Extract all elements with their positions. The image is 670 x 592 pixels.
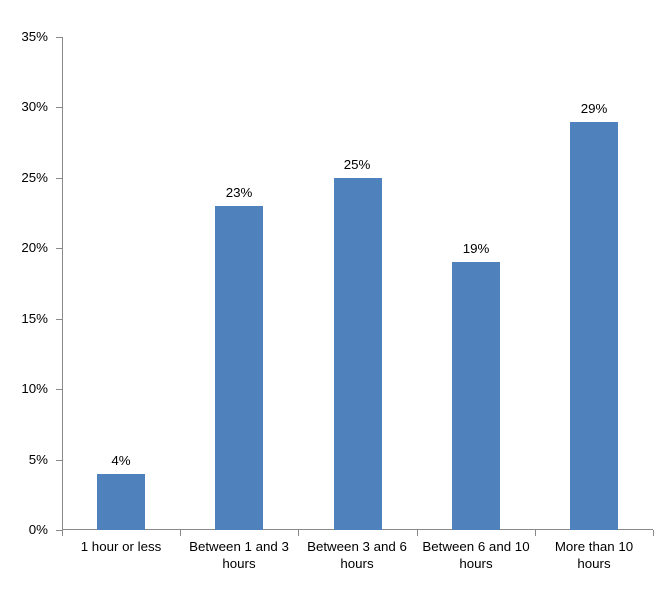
bar-value-label: 19%	[462, 241, 490, 256]
x-axis-tick-mark	[298, 530, 299, 536]
x-axis-tick-mark	[62, 530, 63, 536]
bar-value-label: 4%	[111, 453, 131, 468]
y-axis-tick-label: 10%	[21, 381, 48, 396]
y-axis-tick-label: 35%	[21, 29, 48, 44]
y-axis-tick-label: 5%	[28, 452, 48, 467]
bar-3	[334, 178, 382, 530]
y-axis-tick-mark	[56, 37, 62, 38]
bar-value-label: 29%	[580, 101, 608, 116]
y-axis-tick-mark	[56, 178, 62, 179]
x-axis-tick-mark	[180, 530, 181, 536]
bar-5	[570, 122, 618, 530]
bar-4	[452, 262, 500, 530]
bar-1	[97, 474, 145, 530]
x-axis-tick-mark	[417, 530, 418, 536]
bar-2	[215, 206, 263, 530]
y-axis-tick-label: 0%	[28, 522, 48, 537]
bar-value-label: 25%	[343, 157, 371, 172]
x-axis-category-label: Between 6 and 10 hours	[422, 539, 530, 571]
y-axis-tick-mark	[56, 107, 62, 108]
x-axis-category-label: 1 hour or less	[80, 539, 162, 554]
y-axis-tick-mark	[56, 319, 62, 320]
y-axis-tick-mark	[56, 460, 62, 461]
x-axis-tick-mark	[535, 530, 536, 536]
x-axis-tick-mark	[653, 530, 654, 536]
y-axis-tick-label: 15%	[21, 311, 48, 326]
y-axis-tick-label: 20%	[21, 240, 48, 255]
x-axis-category-label: Between 3 and 6 hours	[307, 539, 407, 571]
bar-value-label: 23%	[225, 185, 253, 200]
x-axis-category-label: More than 10 hours	[554, 539, 634, 571]
y-axis-tick-mark	[56, 530, 62, 531]
y-axis-tick-mark	[56, 248, 62, 249]
y-axis-tick-label: 30%	[21, 99, 48, 114]
x-axis-category-label: Between 1 and 3 hours	[189, 539, 289, 571]
y-axis-tick-label: 25%	[21, 170, 48, 185]
y-axis-tick-mark	[56, 389, 62, 390]
